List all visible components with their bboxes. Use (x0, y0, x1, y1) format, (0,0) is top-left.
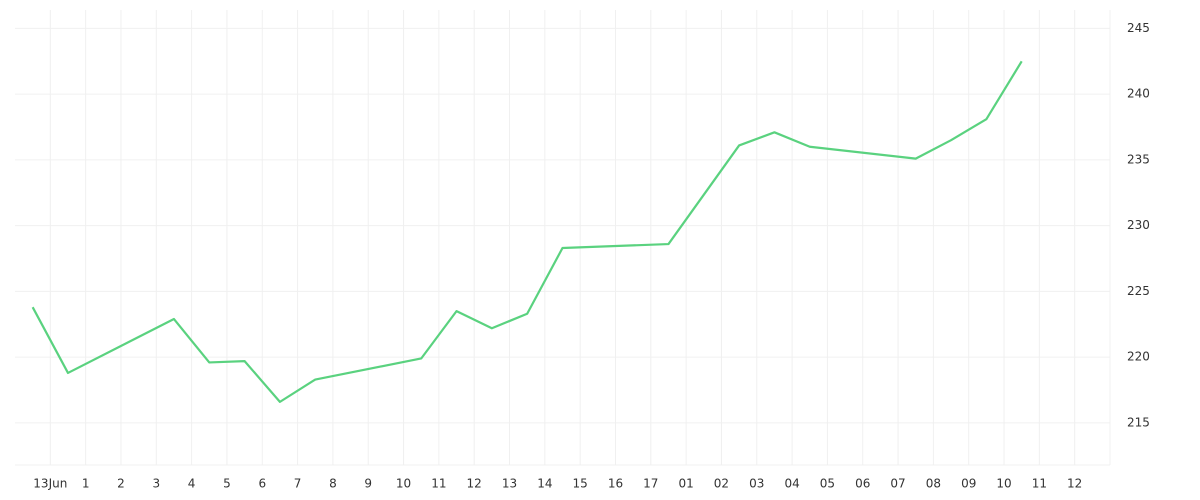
x-tick-label: 12 (467, 477, 482, 491)
x-tick-label: 07 (890, 477, 905, 491)
y-tick-label: 235 (1127, 152, 1150, 166)
x-tick-label: 1 (82, 477, 90, 491)
y-tick-label: 245 (1127, 21, 1150, 35)
x-tick-label: 03 (749, 477, 764, 491)
x-tick-label: 01 (678, 477, 693, 491)
y-tick-label: 215 (1127, 415, 1150, 429)
x-tick-label: 15 (573, 477, 588, 491)
x-tick-label: 02 (714, 477, 729, 491)
x-tick-label: 10 (396, 477, 411, 491)
x-tick-label: 14 (537, 477, 552, 491)
y-tick-label: 225 (1127, 284, 1150, 298)
x-tick-label: 13 (502, 477, 517, 491)
y-tick-label: 240 (1127, 87, 1150, 101)
x-tick-label: 6 (258, 477, 266, 491)
x-tick-label: 12 (1067, 477, 1082, 491)
x-tick-label: 4 (188, 477, 196, 491)
y-tick-label: 230 (1127, 218, 1150, 232)
x-tick-label: 2 (117, 477, 125, 491)
x-tick-label: 05 (820, 477, 835, 491)
x-tick-label: 04 (784, 477, 799, 491)
x-tick-label: 5 (223, 477, 231, 491)
x-tick-label: 08 (926, 477, 941, 491)
x-tick-label: 9 (364, 477, 372, 491)
x-tick-label: 11 (1032, 477, 1047, 491)
x-tick-label: 17 (643, 477, 658, 491)
line (31, 60, 1023, 403)
x-tick-label: 11 (431, 477, 446, 491)
x-tick-label: 3 (152, 477, 160, 491)
x-tick-label: 06 (855, 477, 870, 491)
x-tick-label: 13Jun (33, 477, 67, 491)
y-tick-label: 220 (1127, 350, 1150, 364)
x-tick-label: 09 (961, 477, 976, 491)
x-tick-label: 8 (329, 477, 337, 491)
x-tick-label: 10 (996, 477, 1011, 491)
x-tick-label: 16 (608, 477, 623, 491)
x-tick-label: 7 (294, 477, 302, 491)
